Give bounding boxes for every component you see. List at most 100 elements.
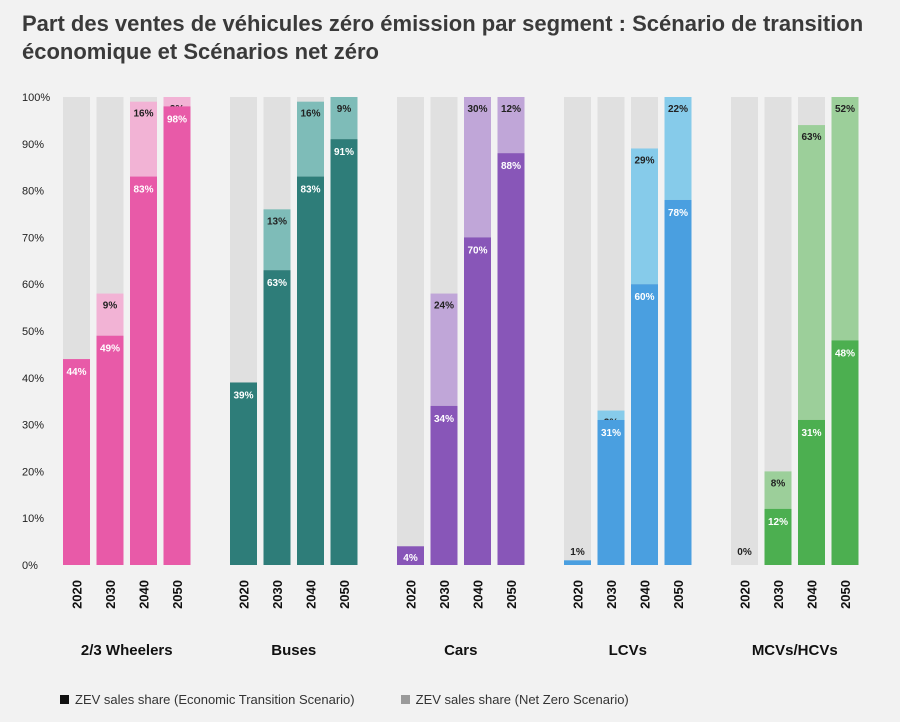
bar-background: [731, 97, 758, 565]
bar-nz-lcvs-2040: [631, 148, 658, 285]
data-label-nz: 52%: [835, 104, 855, 115]
y-tick-label: 70%: [22, 232, 44, 244]
x-tick-label: 2050: [838, 580, 853, 609]
x-tick-label: 2030: [771, 580, 786, 609]
data-label-ets: 4%: [403, 553, 418, 564]
y-tick-label: 20%: [22, 466, 44, 478]
data-label-ets: 83%: [133, 185, 153, 196]
bar-nz-2-3-wheelers-2040: [130, 101, 157, 177]
y-tick-label: 90%: [22, 139, 44, 151]
bar-ets-2-3-wheelers-2050: [163, 106, 191, 566]
bar-ets-lcvs-2030: [597, 419, 625, 565]
x-tick-label: 2050: [504, 580, 519, 609]
y-tick-label: 30%: [22, 420, 44, 432]
bar-nz-mcvs-hcvs-2040: [798, 125, 825, 420]
data-label-ets: 0%: [737, 547, 752, 558]
segment-label: MCVs/HCVs: [752, 642, 838, 659]
bar-nz-lcvs-2050: [664, 97, 692, 200]
bar-ets-buses-2030: [263, 270, 291, 565]
bar-background: [564, 97, 591, 565]
bar-nz-buses-2040: [297, 101, 324, 177]
data-label-nz: 29%: [634, 155, 654, 166]
x-tick-label: 2040: [805, 580, 820, 609]
bar-nz-cars-2040: [464, 97, 491, 238]
y-tick-label: 80%: [22, 186, 44, 198]
data-label-nz: 16%: [300, 109, 320, 120]
legend-item-ets: ZEV sales share (Economic Transition Sce…: [60, 692, 355, 707]
data-label-nz: 30%: [467, 104, 487, 115]
x-tick-label: 2020: [404, 580, 419, 609]
bar-nz-cars-2050: [497, 97, 525, 154]
data-label-ets: 91%: [334, 147, 354, 158]
data-label-nz: 63%: [801, 132, 821, 143]
bar-ets-lcvs-2050: [664, 199, 692, 565]
x-tick-label: 2050: [170, 580, 185, 609]
segment-label: Buses: [271, 642, 316, 659]
legend-label-nz: ZEV sales share (Net Zero Scenario): [415, 692, 629, 707]
legend-swatch-ets: [60, 695, 69, 704]
y-tick-label: 50%: [22, 326, 44, 338]
data-label-ets: 44%: [66, 367, 86, 378]
data-label-nz: 9%: [337, 104, 352, 115]
data-label-nz: 8%: [771, 478, 786, 489]
x-tick-label: 2020: [738, 580, 753, 609]
bar-ets-cars-2050: [497, 153, 525, 565]
data-label-nz: 13%: [267, 216, 287, 227]
chart-title: Part des ventes de véhicules zéro émissi…: [22, 11, 864, 64]
bar-nz-cars-2030: [430, 293, 458, 406]
y-tick-label: 100%: [22, 92, 50, 104]
x-tick-label: 2030: [437, 580, 452, 609]
y-tick-label: 60%: [22, 279, 44, 291]
data-label-ets: 48%: [835, 348, 855, 359]
data-label-nz: 24%: [434, 301, 454, 312]
segment-label: 2/3 Wheelers: [81, 642, 173, 659]
data-label-ets: 60%: [634, 292, 654, 303]
bar-ets-cars-2020: [397, 546, 424, 565]
bar-nz-mcvs-hcvs-2050: [831, 97, 859, 341]
bar-ets-2-3-wheelers-2030: [96, 335, 124, 565]
x-tick-label: 2040: [137, 580, 152, 609]
bar-ets-buses-2020: [230, 382, 257, 565]
data-label-ets: 88%: [501, 161, 521, 172]
x-tick-label: 2040: [471, 580, 486, 609]
bar-nz-lcvs-2030: [597, 410, 625, 420]
legend-label-ets: ZEV sales share (Economic Transition Sce…: [75, 692, 355, 707]
x-tick-label: 2030: [604, 580, 619, 609]
bar-ets-mcvs-hcvs-2040: [798, 419, 825, 565]
x-tick-label: 2020: [237, 580, 252, 609]
bar-ets-cars-2030: [430, 405, 458, 565]
bar-ets-2-3-wheelers-2020: [63, 359, 90, 565]
x-tick-label: 2040: [304, 580, 319, 609]
data-label-ets: 31%: [801, 428, 821, 439]
data-label-nz: 9%: [103, 301, 118, 312]
y-tick-label: 10%: [22, 513, 44, 525]
data-label-ets: 39%: [233, 390, 253, 401]
x-tick-label: 2020: [571, 580, 586, 609]
data-label-ets: 12%: [768, 517, 788, 528]
segment-label: Cars: [444, 642, 477, 659]
data-label-ets: 31%: [601, 428, 621, 439]
y-tick-label: 0%: [22, 560, 38, 572]
data-label-ets: 83%: [300, 185, 320, 196]
bar-nz-buses-2030: [263, 209, 291, 271]
bar-nz-2-3-wheelers-2050: [163, 97, 191, 107]
bar-nz-mcvs-hcvs-2030: [764, 471, 792, 509]
legend-swatch-nz: [400, 695, 410, 704]
data-label-ets: 34%: [434, 414, 454, 425]
data-label-ets: 70%: [467, 245, 487, 256]
bar-nz-2-3-wheelers-2030: [96, 293, 124, 336]
data-label-ets: 78%: [668, 208, 688, 219]
bar-background: [397, 97, 424, 565]
legend-item-nz: ZEV sales share (Net Zero Scenario): [400, 692, 629, 707]
data-label-nz: 16%: [133, 109, 153, 120]
x-tick-label: 2030: [270, 580, 285, 609]
bar-ets-2-3-wheelers-2040: [130, 176, 157, 565]
x-tick-label: 2030: [103, 580, 118, 609]
bar-ets-lcvs-2020: [564, 560, 591, 565]
bar-ets-mcvs-hcvs-2030: [764, 508, 792, 565]
x-tick-label: 2020: [70, 580, 85, 609]
data-label-ets: 63%: [267, 278, 287, 289]
x-tick-label: 2050: [671, 580, 686, 609]
data-label-ets: 49%: [100, 344, 120, 355]
